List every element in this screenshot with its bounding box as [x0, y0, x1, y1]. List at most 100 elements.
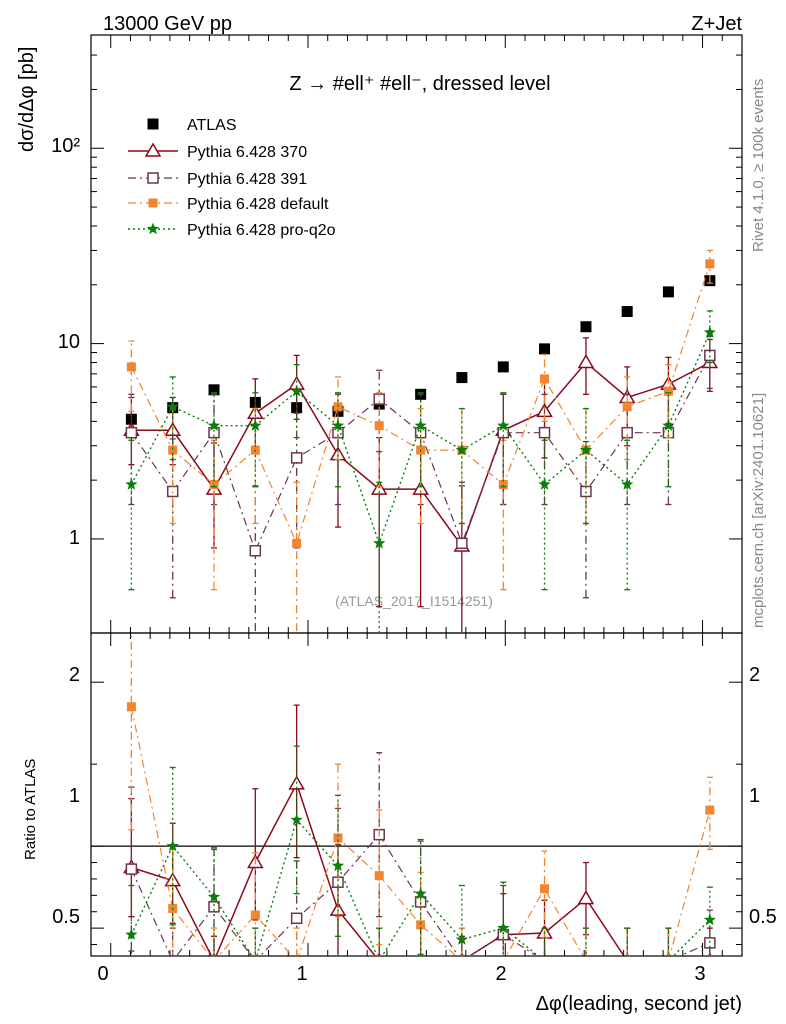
point-p391 — [290, 452, 303, 464]
point-pq2o — [668, 954, 669, 955]
point-pq2o — [455, 443, 469, 456]
series-line-p370 — [131, 781, 625, 955]
legend-icon-atlas — [147, 118, 159, 130]
point-pq2o — [166, 400, 179, 412]
point-p391 — [168, 956, 178, 966]
point-pq2o — [538, 478, 551, 490]
atlas-point — [497, 361, 509, 373]
point-pq2o — [497, 921, 510, 934]
point-pdefault — [705, 805, 715, 815]
point-pq2o — [373, 536, 386, 549]
legend-label-370: Pythia 6.428 370 — [187, 144, 307, 161]
point-pdefault — [540, 374, 550, 384]
point-pdefault — [623, 956, 632, 965]
point-pdefault — [705, 259, 715, 269]
x-tick-label-3: 3 — [694, 963, 705, 985]
x-tick-label-2: 2 — [495, 963, 506, 985]
point-pq2o — [414, 419, 427, 431]
ratio-tick-left-1: 1 — [69, 785, 80, 807]
point-pq2o — [125, 928, 138, 940]
point-pq2o — [703, 326, 716, 338]
x-tick-label-1: 1 — [296, 963, 307, 985]
ratio-tick-left-0.5: 0.5 — [52, 906, 80, 928]
point-p391 — [290, 912, 303, 925]
legend-label-391: Pythia 6.428 391 — [187, 171, 307, 188]
point-p370 — [577, 354, 595, 369]
point-pq2o — [207, 890, 221, 903]
ratio-tick-right-1: 1 — [749, 785, 760, 807]
point-pdefault — [126, 702, 136, 712]
point-pq2o — [290, 813, 303, 826]
point-pq2o — [166, 839, 179, 852]
point-p391 — [704, 349, 716, 362]
legend-icon-p370 — [144, 142, 162, 157]
point-pdefault — [416, 920, 426, 930]
point-p391 — [663, 956, 673, 966]
point-pq2o — [703, 913, 716, 926]
y-tick-label-1: 1 — [69, 527, 80, 549]
point-p391 — [457, 956, 467, 966]
point-pdefault — [663, 386, 673, 396]
point-pq2o — [544, 954, 545, 955]
atlas-point — [456, 372, 468, 384]
legend-icon-pdefault — [148, 198, 158, 208]
ratio-tick-left-2: 2 — [69, 664, 80, 686]
point-pq2o — [378, 954, 380, 955]
main-ylabel: dσ/dΔφ [pb] — [16, 47, 38, 152]
point-p391 — [208, 901, 220, 913]
point-pq2o — [579, 443, 593, 456]
atlas-point — [621, 305, 633, 317]
legend-label-pro-q2o: Pythia 6.428 pro-q2o — [187, 222, 336, 239]
point-p391 — [125, 863, 138, 875]
rivet-label: Rivet 4.1.0, ≥ 100k events — [750, 79, 767, 252]
atlas-point — [580, 321, 592, 333]
point-p391 — [538, 426, 551, 439]
legend-label-atlas: ATLAS — [187, 117, 237, 134]
header-right: Z+Jet — [691, 13, 742, 35]
point-pdefault — [209, 479, 219, 489]
legend-icon-p391 — [147, 172, 159, 184]
point-pq2o — [497, 419, 510, 431]
point-pdefault — [457, 956, 466, 965]
point-pdefault — [126, 362, 136, 372]
point-p391 — [581, 956, 591, 966]
legend-icon-pq2o — [146, 222, 160, 235]
point-pq2o — [585, 954, 587, 955]
y-tick-label-100: 10² — [51, 135, 80, 157]
point-pq2o — [331, 419, 345, 431]
ratio-ylabel: Ratio to ATLAS — [22, 759, 39, 860]
point-pdefault — [292, 538, 302, 548]
x-axis-label: Δφ(leading, second jet) — [536, 993, 742, 1015]
point-pq2o — [621, 478, 634, 490]
point-p391 — [540, 956, 550, 966]
series-line-pdefault — [130, 706, 711, 955]
point-pdefault — [374, 871, 384, 881]
point-pq2o — [249, 419, 262, 431]
point-p370 — [412, 480, 429, 495]
atlas-point — [539, 343, 551, 355]
point-p370 — [577, 890, 595, 905]
point-p391 — [456, 537, 468, 550]
x-tick-label-0: 0 — [97, 963, 108, 985]
point-pq2o — [331, 859, 345, 872]
atlas-point — [208, 384, 220, 396]
analysis-label: (ATLAS_2017_I1514251) — [335, 593, 493, 609]
point-pq2o — [662, 419, 675, 431]
atlas-point — [662, 286, 674, 298]
point-pq2o — [125, 478, 138, 490]
ratio-tick-right-0.5: 0.5 — [749, 906, 777, 928]
point-pdefault — [581, 956, 590, 965]
point-pdefault — [333, 402, 343, 412]
point-pdefault — [374, 421, 384, 431]
point-pdefault — [540, 884, 550, 894]
mcplots-label: mcplots.cern.ch [arXiv:2401.10621] — [750, 393, 767, 628]
point-pq2o — [455, 933, 469, 945]
point-pq2o — [207, 419, 221, 431]
point-pdefault — [333, 833, 343, 843]
point-pdefault — [250, 910, 260, 920]
point-pdefault — [622, 402, 632, 412]
point-p391 — [250, 956, 260, 966]
point-pq2o — [290, 384, 303, 397]
ratio-tick-right-2: 2 — [749, 664, 760, 686]
